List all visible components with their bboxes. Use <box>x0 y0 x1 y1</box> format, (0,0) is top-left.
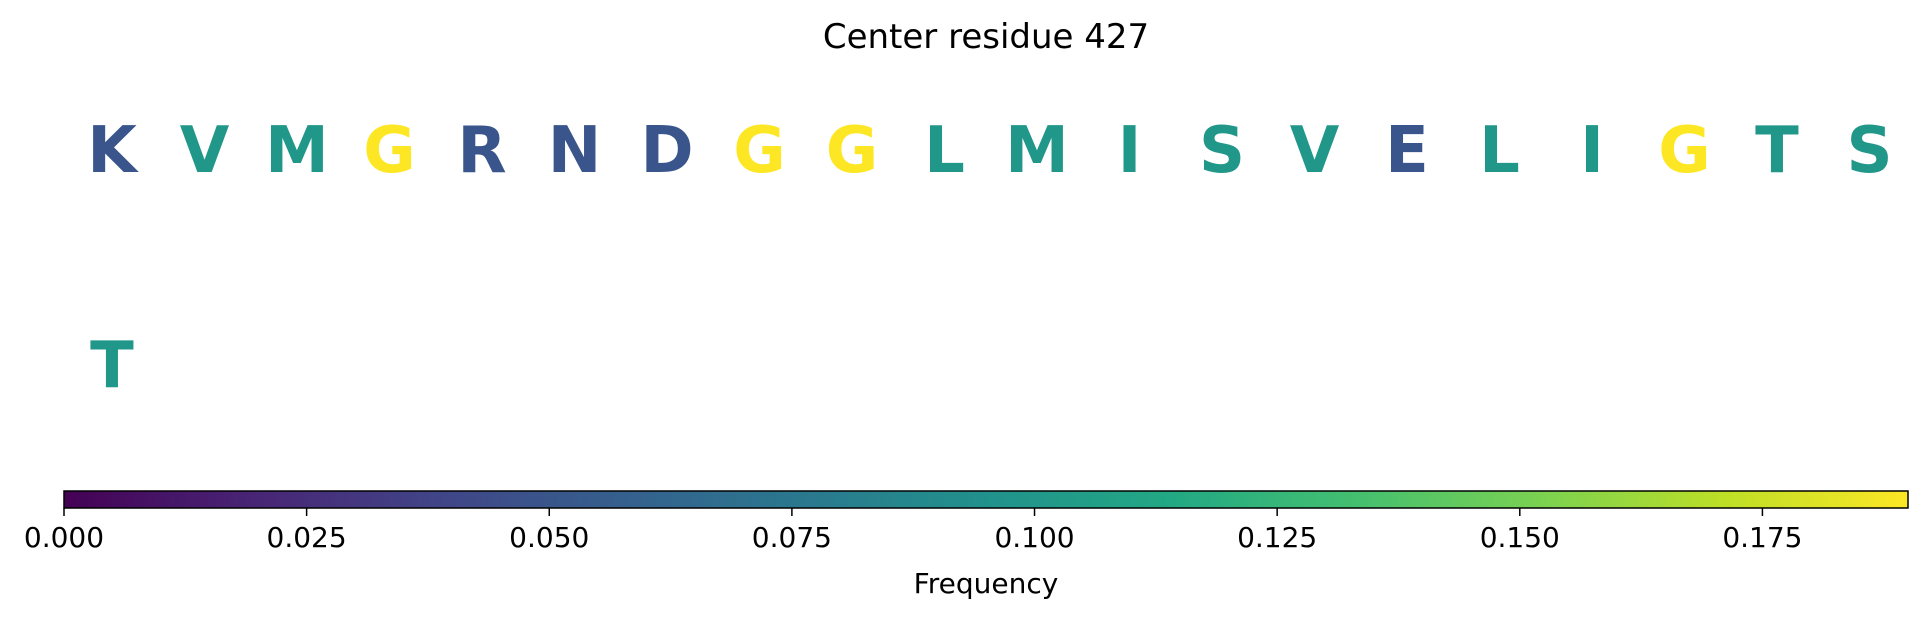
residue-letter: M <box>1005 114 1069 188</box>
residue-letter: L <box>1479 114 1520 188</box>
residue-letter: I <box>1118 114 1142 188</box>
residue-letter: V <box>1290 114 1340 188</box>
residue-grid: K V M G R N D G G L M I S V E L I G T ST <box>87 114 1892 403</box>
residue-letter: G <box>1658 114 1711 188</box>
colorbar-tick-label: 0.000 <box>24 521 104 554</box>
colorbar-frame <box>63 490 1909 509</box>
colorbar-tick-label: 0.100 <box>994 521 1074 554</box>
residue-letter: K <box>87 114 139 188</box>
colorbar-tick-label: 0.050 <box>509 521 589 554</box>
colorbar: 0.000 0.025 0.050 0.075 0.100 0.125 0.150 0.175… <box>24 490 1909 600</box>
colorbar-tick-label: 0.175 <box>1722 521 1802 554</box>
residue-letter: S <box>1199 114 1245 188</box>
residue-letter: S <box>1846 114 1892 188</box>
residue-letter: E <box>1385 114 1429 188</box>
residue-letter: M <box>265 114 329 188</box>
residue-letter: G <box>363 114 416 188</box>
residue-letter: I <box>1580 114 1604 188</box>
colorbar-gradient <box>64 491 1908 508</box>
colorbar-tick-label: 0.125 <box>1237 521 1317 554</box>
residue-letter: G <box>826 114 879 188</box>
colorbar-tick-label: 0.075 <box>752 521 832 554</box>
residue-letter: G <box>733 114 786 188</box>
residue-letter: V <box>180 114 230 188</box>
colorbar-label: Frequency <box>914 567 1059 600</box>
colorbar-ticks: 0.000 0.025 0.050 0.075 0.100 0.125 0.150 0.175 <box>24 508 1803 554</box>
residue-letter: L <box>924 114 965 188</box>
residue-letter: N <box>548 114 602 188</box>
colorbar-tick-label: 0.150 <box>1480 521 1560 554</box>
residue-letter: T <box>1755 114 1799 188</box>
chart-title: Center residue 427 <box>823 17 1149 57</box>
colorbar-tick-label: 0.025 <box>267 521 347 554</box>
residue-letter: R <box>457 114 506 188</box>
residue-letter: D <box>640 114 693 188</box>
residue-letter: T <box>90 329 134 403</box>
